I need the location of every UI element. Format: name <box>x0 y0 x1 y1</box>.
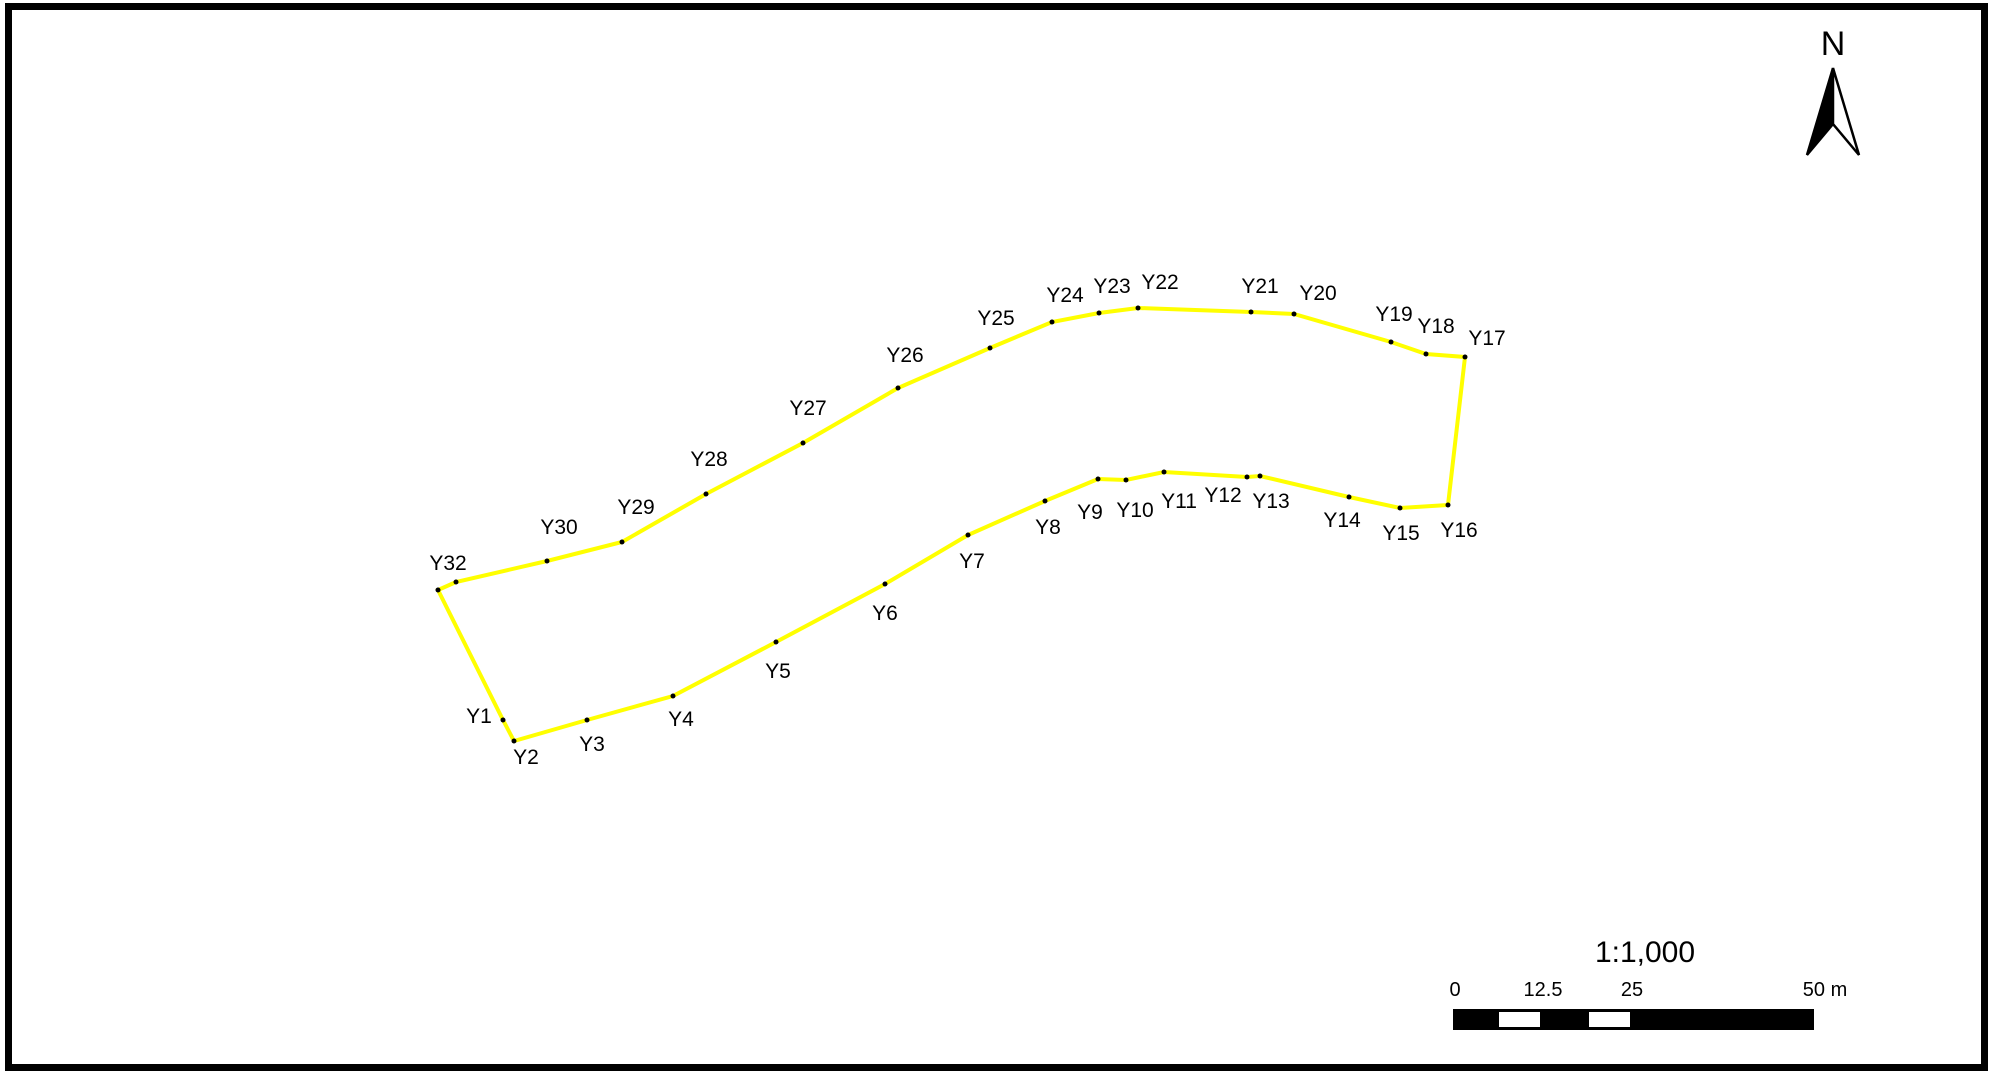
vertex-y1 <box>500 717 506 723</box>
vertex-label-y13: Y13 <box>1252 490 1289 513</box>
vertex-y10 <box>1123 477 1129 483</box>
vertex-label-y10: Y10 <box>1116 499 1153 522</box>
vertex-label-y5: Y5 <box>765 660 791 683</box>
vertex-y16 <box>1445 502 1451 508</box>
vertex-label-y24: Y24 <box>1046 284 1084 307</box>
vertex-y19 <box>1388 339 1394 345</box>
vertex-y9 <box>1095 476 1101 482</box>
vertex-label-y23: Y23 <box>1093 275 1130 298</box>
vertex-y11 <box>1161 469 1167 475</box>
vertex-label-y29: Y29 <box>617 496 654 519</box>
vertex-label-y27: Y27 <box>789 397 826 420</box>
vertex-y26 <box>895 385 901 391</box>
vertex-label-y2: Y2 <box>513 746 539 769</box>
vertex-label-y25: Y25 <box>977 307 1014 330</box>
vertex-y5 <box>773 639 779 645</box>
scale-ratio: 1:1,000 <box>1595 936 1695 969</box>
vertex-y2 <box>511 738 517 744</box>
vertex-y4 <box>670 693 676 699</box>
vertex-label-y14: Y14 <box>1323 509 1361 532</box>
scale-tick-0: 0 <box>1449 979 1460 1001</box>
scale-tick-25: 25 <box>1621 979 1643 1001</box>
vertex-y30 <box>544 558 550 564</box>
vertex-y13 <box>1257 473 1263 479</box>
vertex-y20 <box>1291 311 1297 317</box>
north-arrow: N <box>1805 25 1861 156</box>
vertex-y6 <box>882 581 888 587</box>
vertex-y15 <box>1397 505 1403 511</box>
parcel-boundary <box>435 305 1468 744</box>
north-letter: N <box>1821 25 1846 63</box>
vertex-label-y15: Y15 <box>1382 522 1419 545</box>
vertex-y25 <box>987 345 993 351</box>
scale-bar: 1:1,000 0 12.5 25 50 m <box>1449 936 1847 1030</box>
vertex-y24 <box>1049 319 1055 325</box>
vertex-y18 <box>1423 351 1429 357</box>
vertex-label-y16: Y16 <box>1440 519 1477 542</box>
vertex-y29 <box>619 539 625 545</box>
vertex-label-y19: Y19 <box>1375 303 1412 326</box>
vertex-y31 <box>453 579 459 585</box>
vertex-y28 <box>703 491 709 497</box>
vertex-label-y1: Y1 <box>466 705 492 728</box>
vertex-y8 <box>1042 498 1048 504</box>
vertex-y23 <box>1096 310 1102 316</box>
vertex-labels: Y1 Y2 Y3 Y4 Y5 Y6 Y7 Y8 Y9 Y10 Y11 Y12 Y13 Y14 Y15 Y16 Y… <box>429 271 1505 769</box>
vertex-label-y22: Y22 <box>1141 271 1178 294</box>
scale-bar-body <box>1453 1009 1814 1030</box>
vertex-label-y26: Y26 <box>886 344 923 367</box>
vertex-label-y3: Y3 <box>579 733 605 756</box>
vertex-label-y11: Y11 <box>1161 490 1197 513</box>
vertex-label-y7: Y7 <box>959 550 985 573</box>
vertex-y17 <box>1462 354 1468 360</box>
scale-bar-white-segment-1 <box>1499 1012 1540 1027</box>
vertex-y32 <box>435 587 441 593</box>
scale-tick-12-5: 12.5 <box>1524 979 1563 1001</box>
vertex-label-y28: Y28 <box>690 448 727 471</box>
vertex-label-y20: Y20 <box>1299 282 1336 305</box>
vertex-y3 <box>584 717 590 723</box>
vertex-y12 <box>1244 474 1250 480</box>
vertex-label-y18: Y18 <box>1417 315 1454 338</box>
vertex-label-y8: Y8 <box>1035 516 1061 539</box>
vertex-markers <box>435 305 1468 744</box>
vertex-label-y30: Y30 <box>540 516 577 539</box>
vertex-label-y32: Y32 <box>429 552 466 575</box>
vertex-label-y21: Y21 <box>1241 275 1278 298</box>
vertex-label-y12: Y12 <box>1204 484 1241 507</box>
vertex-y7 <box>965 532 971 538</box>
vertex-y27 <box>800 440 806 446</box>
scale-tick-50m: 50 m <box>1803 979 1847 1001</box>
vertex-y21 <box>1248 309 1254 315</box>
scale-bar-white-segment-2 <box>1589 1012 1630 1027</box>
vertex-label-y4: Y4 <box>668 708 694 731</box>
map-frame <box>5 3 1988 1071</box>
vertex-label-y6: Y6 <box>872 602 898 625</box>
vertex-label-y17: Y17 <box>1468 327 1505 350</box>
vertex-y14 <box>1346 494 1352 500</box>
vertex-y22 <box>1135 305 1141 311</box>
vertex-label-y9: Y9 <box>1077 501 1103 524</box>
north-arrow-icon <box>1805 67 1861 156</box>
